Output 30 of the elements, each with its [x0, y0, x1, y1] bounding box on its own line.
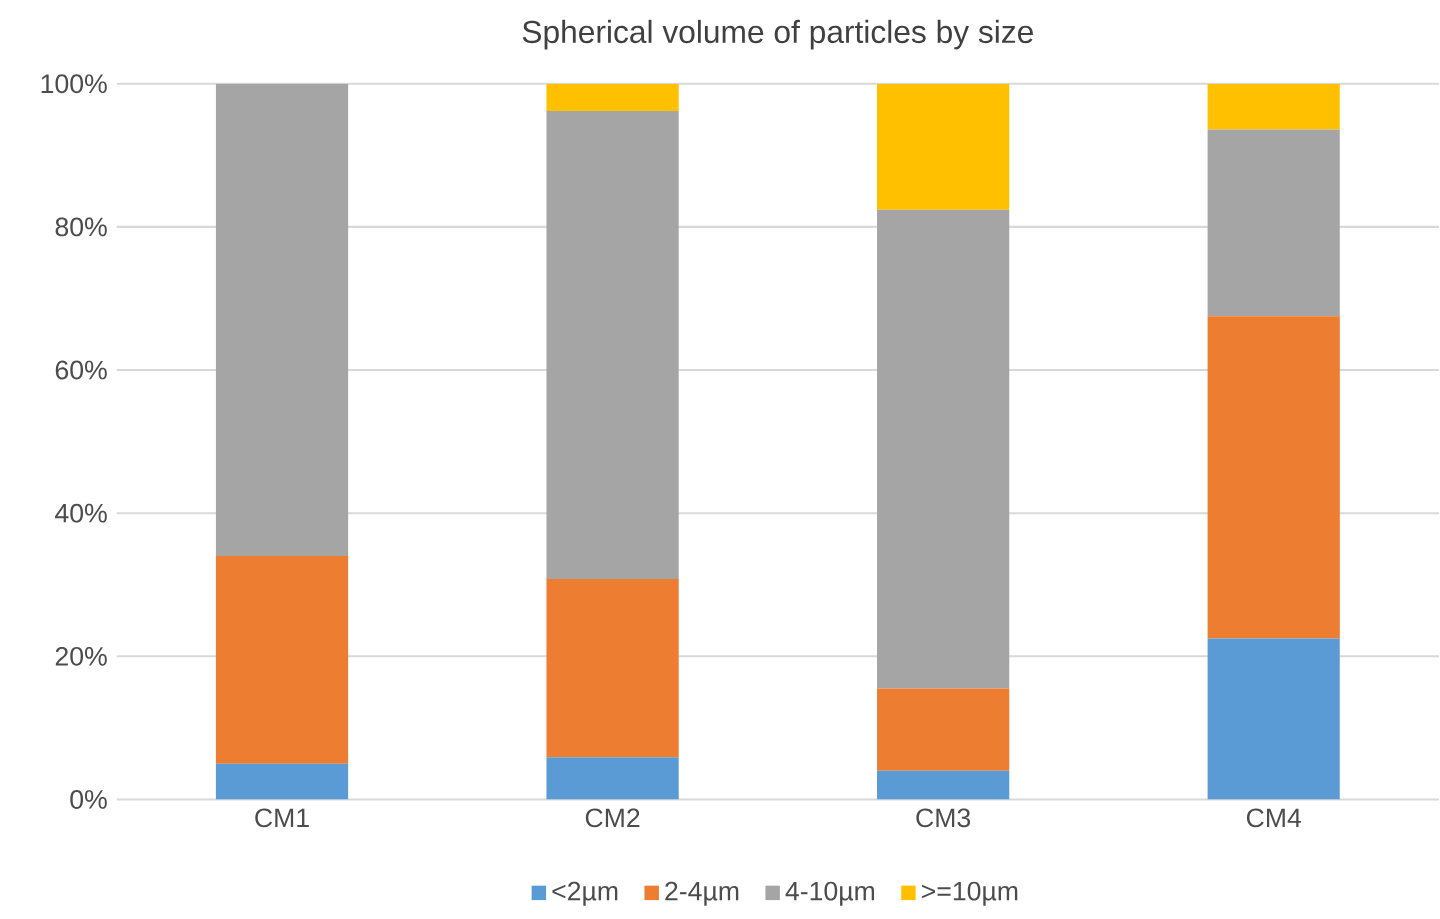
- y-tick-label: 0%: [70, 790, 107, 810]
- bar: [877, 770, 1010, 800]
- bar: [1207, 129, 1340, 317]
- bar: [215, 83, 349, 557]
- bar: [546, 83, 679, 112]
- bar: [877, 209, 1010, 689]
- x-tick-label: CM3: [916, 808, 971, 828]
- x-tick-label: CM4: [1246, 808, 1302, 828]
- y-tick-label: 40%: [55, 503, 107, 523]
- x-tick-label: CM1: [255, 808, 309, 828]
- y-tick-label: 60%: [55, 360, 107, 380]
- bar: [877, 83, 1010, 210]
- bar: [546, 111, 679, 580]
- bar: [215, 556, 349, 764]
- bar: [1207, 638, 1340, 800]
- legend-label: >=10µm: [922, 881, 1018, 906]
- legend-label: 2-4µm: [665, 881, 739, 906]
- bar: [1207, 316, 1340, 639]
- y-tick-label: 20%: [55, 647, 107, 666]
- bar: [546, 579, 679, 758]
- chart-title: Spherical volume of particles by size: [522, 19, 1033, 50]
- x-tick-label: CM2: [585, 808, 640, 828]
- y-tick-label: 100%: [41, 74, 107, 94]
- legend-label: 4-10µm: [785, 881, 875, 906]
- legend-label: <2µm: [552, 881, 618, 906]
- bar: [877, 688, 1010, 771]
- bar: [546, 757, 679, 800]
- y-tick-label: 80%: [55, 217, 107, 237]
- bar: [1207, 83, 1340, 130]
- bar: [215, 763, 349, 800]
